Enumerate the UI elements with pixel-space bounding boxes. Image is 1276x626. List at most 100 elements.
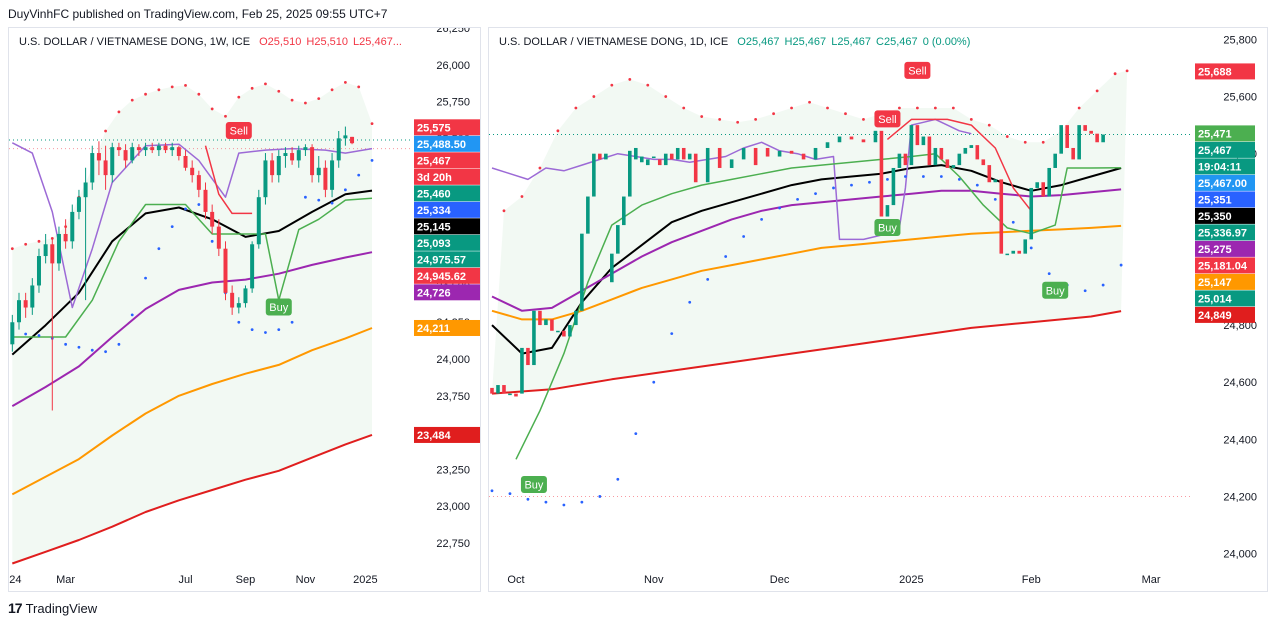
buy-signal-box <box>265 298 292 316</box>
sar-dot-below <box>975 183 979 187</box>
series-line-ema_long <box>11 327 373 496</box>
candle-body <box>610 253 614 283</box>
price-label-text: 24,945.62 <box>417 271 466 283</box>
price-label-box <box>1195 306 1255 323</box>
price-label-box <box>414 267 480 284</box>
sar-dot-above <box>370 122 374 126</box>
candle-body <box>987 165 992 183</box>
sar-dot-above <box>1041 140 1045 144</box>
candle-body <box>532 310 536 366</box>
sar-dot-below <box>357 173 361 177</box>
series-line-ema_mid <box>491 188 1122 312</box>
candle-body <box>223 248 228 293</box>
x-axis-tick-label: 024 <box>9 574 22 586</box>
candle-body <box>10 322 15 345</box>
weekly-chart-canvas[interactable]: SellBuy22,75023,00023,25023,50023,75024,… <box>9 28 481 592</box>
buy-signal-text: Buy <box>1046 285 1065 297</box>
price-label-text: 25,688 <box>1198 66 1232 78</box>
price-label: 24,945.62 <box>414 267 480 284</box>
candle-body <box>70 211 75 242</box>
candle-body <box>130 147 135 161</box>
candle-body <box>915 125 920 146</box>
candle-body <box>1095 133 1099 143</box>
price-label-text: 25,334 <box>417 205 452 217</box>
tradingview-brand: TradingView <box>25 600 98 616</box>
sar-dot-above <box>574 106 578 110</box>
publisher-caption: DuyVinhFC published on TradingView.com, … <box>8 7 388 21</box>
candle-body <box>825 142 830 148</box>
sar-dot-above <box>197 92 201 96</box>
sar-dot-below <box>130 313 134 317</box>
sar-dot-below <box>634 432 638 436</box>
price-label: 24,726 <box>414 284 480 301</box>
sar-dot-below <box>1029 246 1033 250</box>
price-label-text: 25,488.50 <box>417 139 466 151</box>
y-axis-tick-label: 25,800 <box>1223 34 1257 46</box>
price-label-text: 24,211 <box>417 323 450 335</box>
series-line-ichimoku <box>11 142 373 309</box>
candle-body <box>729 159 734 168</box>
candle-body <box>296 150 301 161</box>
price-label-text: 25,181.04 <box>1198 260 1248 272</box>
sar-dot-above <box>304 101 307 105</box>
sar-dot-above <box>1125 69 1129 73</box>
weekly-open-value: O25,510 <box>259 36 302 48</box>
candle-body <box>837 136 842 143</box>
weekly-chart-panel[interactable]: U.S. DOLLAR / VIETNAMESE DONG, 1W, ICE O… <box>8 27 481 592</box>
daily-chart-panel[interactable]: U.S. DOLLAR / VIETNAMESE DONG, 1D, ICE O… <box>488 27 1268 592</box>
candle-body <box>43 244 48 257</box>
daily-open-value: O25,467 <box>737 36 780 48</box>
price-label-box <box>414 135 480 152</box>
series-line-supertrend_up <box>515 152 1122 460</box>
sar-dot-below <box>64 342 68 346</box>
tradingview-footer[interactable]: 17 TradingView <box>8 600 97 616</box>
weekly-high-value: H25,510 <box>306 36 348 48</box>
candle-body <box>1011 250 1016 254</box>
candle-body <box>687 153 692 160</box>
sar-dot-above <box>264 82 267 86</box>
daily-chart-canvas[interactable]: Buy Sell Sell Buy Buy 24,000 24,200 24,400 24,60… <box>489 28 1268 592</box>
price-label-box <box>1195 191 1255 208</box>
series-line-ema_short <box>11 189 373 356</box>
sar-dot-above <box>502 209 506 213</box>
candle-body <box>196 175 201 190</box>
sell-signal-box <box>225 121 252 139</box>
candle-body <box>90 153 95 183</box>
weekly-symbol-title: U.S. DOLLAR / VIETNAMESE DONG, 1W, ICE <box>19 36 251 48</box>
sar-dot-above <box>1023 140 1027 144</box>
price-label: 25,488.50 <box>414 135 480 152</box>
candle-body <box>1017 250 1022 254</box>
candle-body <box>1029 187 1034 240</box>
price-label: 25,275 <box>1195 240 1255 257</box>
sar-dot-below <box>706 277 710 281</box>
sar-dot-above <box>330 88 334 92</box>
y-axis-tick-label: 24,000 <box>1223 549 1257 561</box>
price-label: 24,849 <box>1195 306 1255 323</box>
buy-signal-label: Buy <box>1042 281 1069 299</box>
price-label: 25,181.04 <box>1195 257 1255 274</box>
candle-body <box>243 288 248 304</box>
y-axis-tick-label: 22,750 <box>436 538 470 550</box>
candle-body <box>50 244 55 264</box>
candle-body <box>1047 167 1052 197</box>
price-label: 24,211 <box>414 319 480 336</box>
buy-signal-label: Buy <box>265 298 292 316</box>
price-label-box <box>414 234 480 251</box>
series-line-ichimoku <box>491 118 972 241</box>
candle-body <box>633 147 638 160</box>
price-label-text: 25,471 <box>1198 128 1232 140</box>
candle-body <box>123 150 128 161</box>
candle-body <box>849 136 854 140</box>
sar-dot-above <box>130 98 134 102</box>
candle-body <box>789 150 794 154</box>
price-label-text: 25,467 <box>1198 145 1232 157</box>
candle-body <box>303 147 308 151</box>
sar-dot-above <box>357 85 361 89</box>
price-label-text: 25,093 <box>417 238 451 250</box>
sar-dot-below <box>490 489 494 493</box>
sell-signal-box <box>904 61 931 79</box>
candle-body <box>216 226 221 249</box>
y-axis-tick-label: 26,000 <box>436 60 470 72</box>
candle-body <box>705 147 710 183</box>
x-axis-tick-label: Oct <box>507 574 524 586</box>
